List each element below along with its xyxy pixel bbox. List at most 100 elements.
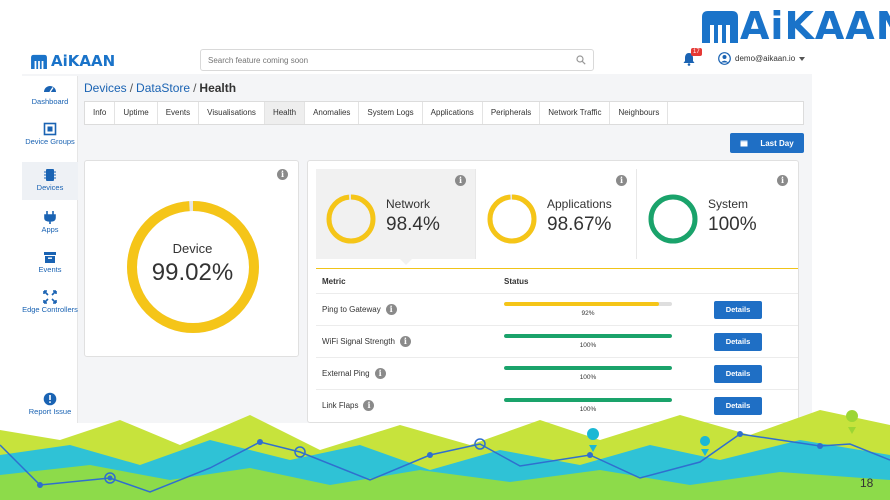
time-range-button[interactable]: Last Day — [730, 133, 804, 153]
aikaan-logo-icon — [31, 54, 47, 69]
dashboard-icon — [44, 86, 56, 93]
kpi-applications-label: Applications — [547, 197, 612, 211]
tab-uptime[interactable]: Uptime — [115, 102, 158, 124]
info-icon[interactable]: i — [616, 175, 627, 186]
sidebar-item-dashboard[interactable]: Dashboard — [22, 82, 78, 106]
metric-name: WiFi Signal Strength — [322, 337, 395, 346]
events-icon — [44, 252, 56, 263]
status-percent: 100% — [579, 374, 597, 381]
search-icon[interactable] — [576, 55, 586, 65]
apps-icon — [44, 211, 56, 224]
network-gauge — [326, 194, 376, 244]
kpi-network[interactable]: i Network 98.4% — [316, 169, 476, 265]
metric-name: Ping to Gateway — [322, 305, 381, 314]
info-icon[interactable]: i — [455, 175, 466, 186]
table-row: Link Flaps i 100% Details — [316, 389, 798, 421]
status-bar-fill — [504, 334, 672, 338]
device-gauge-ring — [127, 201, 259, 333]
user-menu[interactable]: demo@aikaan.io — [718, 52, 806, 65]
details-button[interactable]: Details — [714, 333, 762, 351]
info-icon[interactable]: i — [385, 304, 397, 315]
tab-events[interactable]: Events — [158, 102, 200, 124]
info-icon[interactable]: i — [399, 336, 411, 347]
kpi-system-value: 100% — [708, 214, 757, 235]
metrics-table-header: Metric Status — [316, 269, 798, 293]
tab-network-traffic[interactable]: Network Traffic — [540, 102, 611, 124]
search-box — [200, 49, 594, 71]
table-row: External Ping i 100% Details — [316, 357, 798, 389]
status-bar — [504, 334, 672, 338]
sidebar-item-apps[interactable]: Apps — [22, 210, 78, 234]
status-bar-fill — [504, 398, 672, 402]
edge-controllers-icon — [43, 290, 57, 304]
kpi-system[interactable]: i System 100% — [638, 169, 798, 259]
kpi-network-label: Network — [386, 197, 431, 211]
status-percent: 100% — [579, 406, 597, 413]
applications-gauge — [487, 194, 537, 244]
sidebar: Dashboard Device Groups Devices Apps — [22, 76, 78, 423]
device-groups-icon — [43, 122, 57, 136]
calendar-icon — [740, 140, 748, 147]
breadcrumb-current: Health — [199, 81, 237, 95]
health-panel: i Network 98.4% i Applications 98.67% — [307, 160, 799, 423]
sidebar-item-device-groups[interactable]: Device Groups — [22, 122, 78, 146]
slide-number: 18 — [860, 476, 874, 490]
details-button[interactable]: Details — [714, 365, 762, 383]
sidebar-item-edge-controllers[interactable]: Edge Controllers — [22, 290, 78, 314]
notification-count-badge: 17 — [691, 48, 702, 56]
table-row: WiFi Signal Strength i 100% Details — [316, 325, 798, 357]
status-bar-fill — [504, 366, 672, 370]
sidebar-item-report-issue[interactable]: Report Issue — [22, 392, 78, 416]
details-button[interactable]: Details — [714, 397, 762, 415]
info-icon[interactable]: i — [363, 400, 375, 411]
device-health-gauge — [127, 201, 259, 333]
tab-health[interactable]: Health — [264, 102, 306, 124]
status-bar — [504, 302, 672, 306]
device-health-card: i Device 99.02% — [84, 160, 299, 357]
kpi-network-value: 98.4% — [386, 214, 440, 235]
info-icon[interactable]: i — [277, 169, 288, 180]
device-label: Device — [172, 241, 213, 256]
breadcrumb-datastore[interactable]: DataStore — [136, 81, 191, 95]
sidebar-item-events[interactable]: Events — [22, 250, 78, 274]
active-kpi-pointer — [400, 259, 412, 265]
header-status: Status — [504, 277, 529, 286]
system-gauge — [648, 194, 698, 244]
info-icon[interactable]: i — [374, 368, 386, 379]
applications-gauge-ring — [487, 194, 537, 244]
sidebar-item-devices[interactable]: Devices — [22, 162, 78, 200]
system-gauge-ring — [648, 194, 698, 244]
section-divider — [316, 268, 798, 269]
tab-applications[interactable]: Applications — [423, 102, 483, 124]
metric-name: External Ping — [322, 369, 370, 378]
status-bar — [504, 398, 672, 402]
header-metric: Metric — [322, 277, 346, 286]
details-button[interactable]: Details — [714, 301, 762, 319]
tab-info[interactable]: Info — [85, 102, 116, 124]
search-input[interactable] — [201, 50, 561, 71]
info-icon[interactable]: i — [777, 175, 788, 186]
aikaan-logo-icon — [702, 11, 738, 43]
user-avatar-icon — [718, 52, 731, 65]
breadcrumb-devices[interactable]: Devices — [84, 81, 127, 95]
report-issue-icon — [43, 392, 57, 406]
brand-logo: AiKAAN — [700, 4, 890, 48]
metric-name: Link Flaps — [322, 401, 359, 410]
tab-visualisations[interactable]: Visualisations — [199, 102, 265, 124]
kpi-applications-value: 98.67% — [547, 214, 612, 235]
chevron-down-icon — [799, 56, 806, 61]
user-email: demo@aikaan.io — [735, 54, 796, 63]
notifications-button[interactable]: 17 — [682, 48, 702, 71]
devices-icon — [44, 169, 56, 181]
tab-peripherals[interactable]: Peripherals — [483, 102, 541, 124]
breadcrumb: Devices / DataStore / Health — [84, 81, 237, 95]
tab-anomalies[interactable]: Anomalies — [305, 102, 360, 124]
status-bar-fill — [504, 302, 659, 306]
table-row: Ping to Gateway i 92% Details — [316, 293, 798, 325]
tab-system-logs[interactable]: System Logs — [359, 102, 423, 124]
kpi-applications[interactable]: i Applications 98.67% — [477, 169, 637, 259]
tab-neighbours[interactable]: Neighbours — [610, 102, 669, 124]
app-window: AiKAAN 17 demo@aikaan.io — [22, 48, 812, 423]
app-logo[interactable]: AiKAAN — [30, 52, 115, 70]
device-value: 99.02% — [151, 259, 234, 286]
